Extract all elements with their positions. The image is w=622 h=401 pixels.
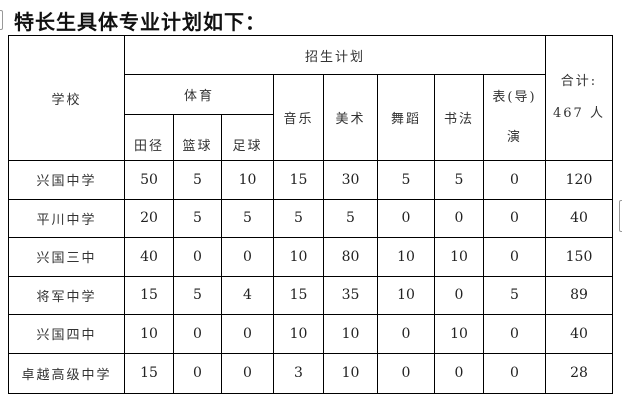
school-name: 平川中学 [8,198,125,238]
school-name: 兴国中学 [8,160,125,200]
plan-value: 0 [483,198,546,238]
plan-value: 5 [377,160,435,200]
plan-value: 10 [273,314,324,354]
plan-value: 3 [273,352,324,394]
plan-value: 5 [323,198,378,238]
school-name: 兴国三中 [8,237,125,277]
plan-value: 15 [273,160,324,200]
plan-value: 0 [483,314,546,354]
enrollment-plan-table: 学校 招生计划 合计: 467 人 体育 音乐 美术 舞蹈 书法 表(导) 演 … [8,35,613,394]
table-row: 兴国四中 10 0 0 10 10 0 10 0 40 [8,314,613,354]
plan-value: 0 [173,237,222,277]
table-row: 兴国中学 50 5 10 15 30 5 5 0 120 [8,160,613,200]
plan-value: 10 [124,314,174,354]
plan-value: 15 [124,352,174,394]
plan-value: 10 [377,275,435,315]
school-name: 将军中学 [8,275,125,315]
plan-value: 10 [434,237,484,277]
row-total: 150 [545,237,613,277]
plan-value: 0 [173,352,222,394]
row-total: 40 [545,314,613,354]
plan-value: 40 [124,237,174,277]
plan-value: 5 [173,275,222,315]
plan-value: 80 [323,237,378,277]
plan-value: 35 [323,275,378,315]
pe-header: 体育 [124,74,274,115]
calligraphy-header: 书法 [434,74,484,161]
plan-value: 0 [377,352,435,394]
plan-value: 5 [221,198,274,238]
plan-value: 5 [483,275,546,315]
table-row: 将军中学 15 5 4 15 35 10 0 5 89 [8,275,613,315]
school-header: 学校 [8,35,125,161]
plan-value: 10 [434,314,484,354]
plan-value: 0 [483,352,546,394]
plan-value: 5 [434,160,484,200]
plan-value: 0 [434,352,484,394]
performance-label-1: 表(导) [492,89,537,105]
page-title: 特长生具体专业计划如下： [14,10,266,34]
plan-value: 0 [483,237,546,277]
school-name: 兴国四中 [8,314,125,354]
track-header: 田径 [124,114,174,161]
total-label: 合计: [560,74,598,89]
basketball-header: 篮球 [173,114,222,161]
plan-value: 0 [483,160,546,200]
total-header: 合计: 467 人 [545,35,613,161]
plan-value: 0 [434,198,484,238]
row-total: 120 [545,160,613,200]
plan-value: 10 [221,160,274,200]
music-header: 音乐 [273,74,324,161]
dance-header: 舞蹈 [377,74,435,161]
plan-value: 5 [273,198,324,238]
plan-value: 20 [124,198,174,238]
plan-value: 0 [173,314,222,354]
plan-value: 15 [273,275,324,315]
plan-value: 15 [124,275,174,315]
plan-value: 10 [377,237,435,277]
scroll-edge [0,10,3,30]
plan-value: 5 [173,198,222,238]
table-row: 卓越高级中学 15 0 0 3 10 0 0 0 28 [8,352,613,394]
plan-value: 4 [221,275,274,315]
performance-header: 表(导) 演 [483,74,546,161]
plan-value: 30 [323,160,378,200]
plan-header: 招生计划 [124,35,546,75]
plan-value: 0 [377,198,435,238]
scroll-edge [619,200,622,232]
art-header: 美术 [323,74,378,161]
plan-value: 5 [173,160,222,200]
plan-value: 0 [221,352,274,394]
plan-value: 0 [221,237,274,277]
row-total: 89 [545,275,613,315]
plan-value: 0 [221,314,274,354]
school-name: 卓越高级中学 [8,352,125,394]
football-header: 足球 [221,114,274,161]
total-count: 467 人 [553,106,605,121]
performance-label-2: 演 [506,129,522,145]
table-row: 平川中学 20 5 5 5 5 0 0 0 40 [8,198,613,238]
plan-value: 10 [323,352,378,394]
plan-value: 0 [377,314,435,354]
row-total: 28 [545,352,613,394]
table-row: 兴国三中 40 0 0 10 80 10 10 0 150 [8,237,613,277]
plan-value: 50 [124,160,174,200]
row-total: 40 [545,198,613,238]
plan-value: 0 [434,275,484,315]
plan-value: 10 [323,314,378,354]
plan-value: 10 [273,237,324,277]
